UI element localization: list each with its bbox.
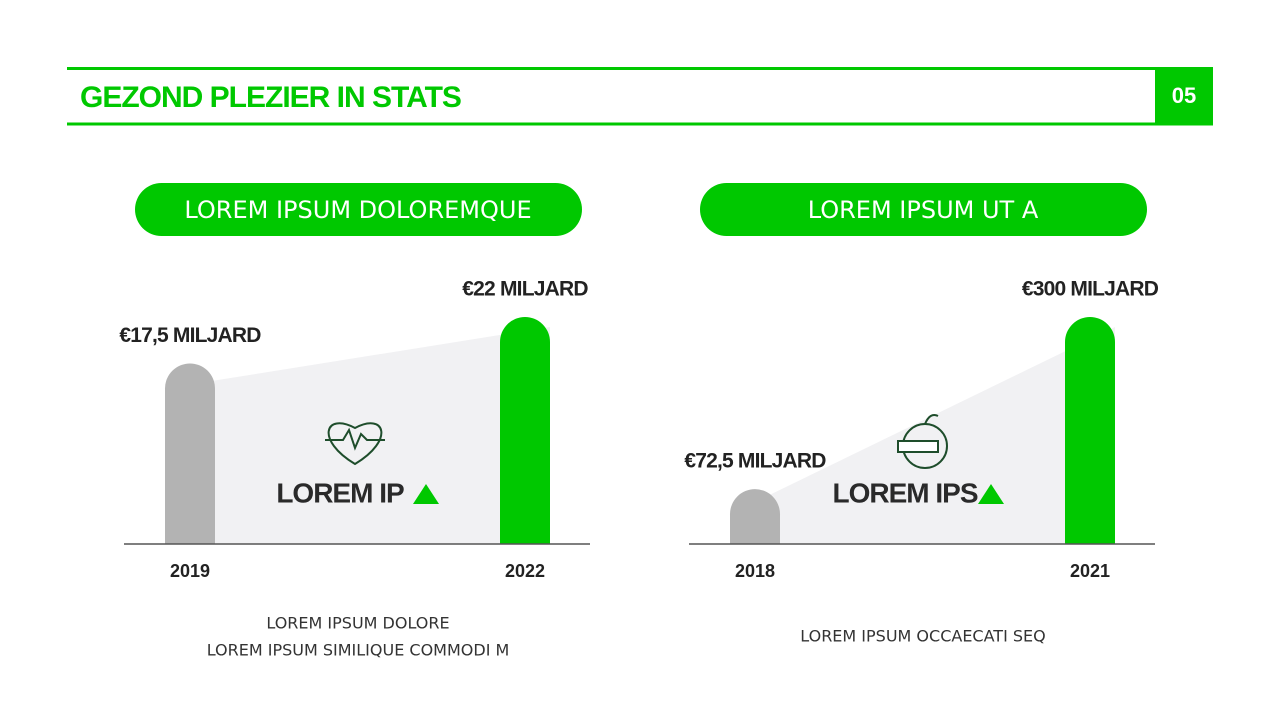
icon (897, 440, 939, 453)
chart-title: LOREM IPSUM DOLOREMQUE (184, 196, 531, 224)
chart: LOREM IPSUM DOLOREMQUE €17,5 MILJARD 2019 €… (119, 183, 590, 660)
value-label: €22 MILJARD (462, 278, 588, 301)
x-tick-label: 2019 (170, 561, 210, 581)
title-pill (700, 183, 1147, 236)
annotation: LOREM IPS (832, 477, 977, 508)
chart: LOREM IPSUM UT A €72,5 MILJARD 2018 €300 MI… (684, 183, 1160, 646)
connector-shade (730, 327, 1115, 544)
x-tick-label: 2022 (505, 561, 545, 581)
caption: LOREM IPSUM DOLORE (266, 614, 449, 633)
page-number: 05 (1172, 83, 1196, 108)
bar (1065, 317, 1115, 544)
chart-title: LOREM IPSUM UT A (808, 196, 1039, 224)
bar (165, 363, 215, 544)
page-box (1155, 68, 1213, 125)
bar (500, 317, 550, 544)
title-pill (135, 183, 582, 236)
header: GEZOND PLEZIER IN STATS 05 (67, 67, 1213, 126)
caption: LOREM IPSUM OCCAECATI SEQ (800, 627, 1045, 646)
icon (924, 414, 939, 425)
value-label: €17,5 MILJARD (119, 324, 261, 347)
icon (325, 422, 385, 466)
connector-shade (165, 327, 550, 544)
slide-title: GEZOND PLEZIER IN STATS (80, 81, 461, 114)
bar (730, 489, 780, 544)
up-triangle (413, 484, 439, 504)
value-label: €72,5 MILJARD (684, 450, 826, 473)
x-tick-label: 2018 (735, 561, 775, 581)
value-label: €300 MILJARD (1022, 278, 1159, 301)
annotation: LOREM IP (276, 477, 404, 508)
caption: LOREM IPSUM SIMILIQUE COMMODI M (207, 641, 510, 660)
up-triangle (978, 484, 1004, 504)
x-tick-label: 2021 (1070, 561, 1110, 581)
